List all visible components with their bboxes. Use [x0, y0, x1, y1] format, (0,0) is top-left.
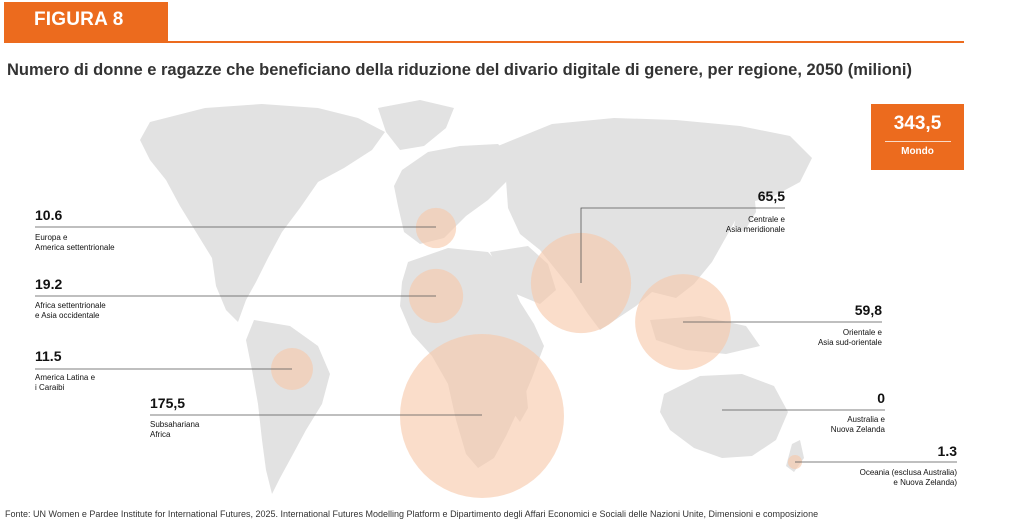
leader-line-south-asia: [580, 207, 785, 283]
region-label-line: Oceania (esclusa Australia): [860, 468, 958, 477]
value-label-latam: 11.5: [35, 348, 62, 364]
bubble-ssa: [400, 334, 564, 498]
value-label-europe: 10.6: [35, 207, 62, 223]
region-label-europe: Europa e America settentrionale: [35, 233, 115, 252]
region-label-line: Nuova Zelanda: [831, 425, 886, 434]
region-label-australia: Australia e Nuova Zelanda: [831, 415, 886, 434]
chart-title: Numero di donne e ragazze che benefician…: [7, 61, 912, 79]
region-label-line: Subsahariana: [150, 420, 200, 429]
header-rule: [4, 41, 964, 43]
region-label-line: America settentrionale: [35, 243, 115, 252]
map-japan: [734, 190, 756, 232]
region-label-line: Europa e: [35, 233, 68, 242]
value-label-mena: 19.2: [35, 276, 62, 292]
region-label-east-asia: Orientale e Asia sud-orientale: [818, 328, 883, 347]
map-australia: [660, 374, 788, 458]
region-label-line: Asia meridionale: [726, 225, 786, 234]
value-label-south-asia: 65,5: [758, 188, 785, 204]
value-label-ssa: 175,5: [150, 395, 185, 411]
value-label-australia: 0: [877, 390, 885, 406]
leader-lines-layer: [35, 207, 957, 463]
region-label-line: America Latina e: [35, 373, 96, 382]
source-note: Fonte: UN Women e Pardee Institute for I…: [5, 509, 819, 519]
region-label-line: i Caraibi: [35, 383, 65, 392]
map-north-america: [140, 104, 385, 322]
region-label-line: Orientale e: [843, 328, 883, 337]
region-label-line: Australia e: [847, 415, 885, 424]
labels-layer: 10.6 Europa e America settentrionale 19.2 Af…: [35, 188, 957, 487]
region-label-oceania: Oceania (esclusa Australia) e Nuova Zelan…: [860, 468, 958, 487]
region-label-mena: Africa settentrionale e Asia occidentale: [35, 301, 106, 320]
region-label-line: Centrale e: [748, 215, 785, 224]
value-label-east-asia: 59,8: [855, 302, 882, 318]
world-total-box: 343,5 Mondo: [871, 104, 964, 170]
map-greenland: [378, 100, 454, 150]
world-total-value: 343,5: [893, 113, 942, 134]
value-label-oceania: 1.3: [938, 443, 958, 459]
region-label-south-asia: Centrale e Asia meridionale: [726, 215, 786, 234]
map-south-america: [246, 320, 330, 494]
bubble-europe: [415, 207, 457, 249]
world-total-label: Mondo: [901, 146, 934, 157]
region-label-ssa: Subsahariana Africa: [150, 420, 200, 439]
region-label-line: e Asia occidentale: [35, 311, 100, 320]
world-total-divider: [884, 141, 951, 142]
region-label-line: e Nuova Zelanda): [893, 478, 957, 487]
region-label-line: Africa: [150, 430, 171, 439]
figure-label: FIGURA 8: [4, 2, 168, 41]
region-label-line: Africa settentrionale: [35, 301, 106, 310]
region-label-line: Asia sud-orientale: [818, 338, 883, 347]
